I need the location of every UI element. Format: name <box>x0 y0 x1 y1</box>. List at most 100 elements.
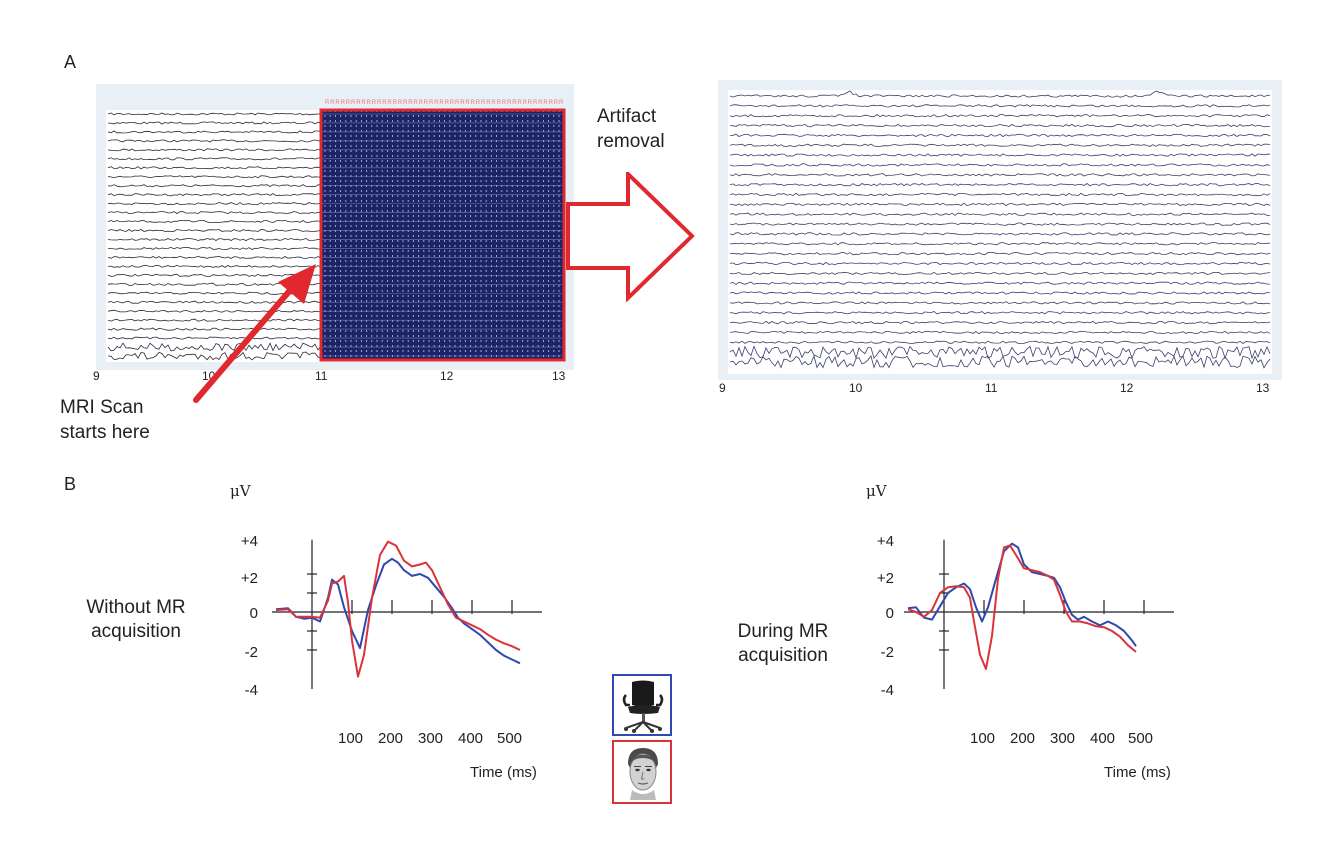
eeg-raw-tick-11: 11 <box>315 369 328 383</box>
eeg-clean-channel <box>729 251 1271 256</box>
eeg-raw-channel <box>107 300 321 304</box>
eeg-raw-channel <box>107 342 322 352</box>
scan-marker: R <box>486 100 491 106</box>
erp-left-xtick: 200 <box>378 730 404 747</box>
eeg-raw-channel <box>107 193 322 197</box>
eeg-clean-channel <box>729 232 1271 236</box>
eeg-raw-channel <box>107 336 322 340</box>
panel-b-letter: B <box>64 474 77 494</box>
erp-right-xlabel: Time (ms) <box>1104 764 1171 781</box>
scan-marker: R <box>351 100 356 106</box>
erp-right-xtick: 500 <box>1128 730 1154 747</box>
scan-marker: R <box>445 100 450 106</box>
erp-left-ytick: 0 <box>249 605 258 622</box>
eeg-raw-channel <box>107 255 322 259</box>
scan-marker: R <box>403 100 408 106</box>
scan-marker: R <box>325 100 330 106</box>
scan-marker: R <box>465 100 470 106</box>
scan-marker: R <box>455 100 460 106</box>
eeg-raw-channel <box>107 130 322 134</box>
scan-marker: R <box>346 100 351 106</box>
scan-marker: R <box>330 100 335 106</box>
eeg-clean-channel <box>729 114 1271 118</box>
scan-marker: R <box>523 100 528 106</box>
eeg-clean-channel <box>729 345 1271 360</box>
scan-marker: R <box>367 100 372 106</box>
erp-left-ytick: -4 <box>244 682 258 699</box>
legend-chair <box>612 674 672 736</box>
eeg-clean-channel <box>729 271 1271 275</box>
scan-marker: R <box>460 100 465 106</box>
scan-marker: R <box>424 100 429 106</box>
erp-left-ytick: +4 <box>240 533 258 550</box>
eeg-raw-channel <box>107 264 322 268</box>
eeg-raw-channel <box>107 148 322 152</box>
eeg-clean-channel <box>729 90 1271 98</box>
scan-marker: R <box>341 100 346 106</box>
artifact-removal-label: Artifact removal <box>597 106 665 152</box>
erp-right-ytick: +4 <box>876 533 894 550</box>
eeg-clean-channel <box>729 143 1271 147</box>
eeg-clean-tick-11: 11 <box>985 381 998 395</box>
erp-right-unit: μV <box>866 482 887 500</box>
eeg-raw-tick-13: 13 <box>552 369 566 383</box>
scan-marker: R <box>538 100 543 106</box>
scan-marker: R <box>356 100 361 106</box>
eeg-clean-channel <box>729 281 1270 285</box>
panel-a-letter: A <box>64 52 77 72</box>
eeg-clean-channel <box>729 212 1271 216</box>
eeg-raw-channel <box>107 246 322 250</box>
eeg-raw-tick-9: 9 <box>93 369 100 383</box>
erp-right-xtick: 300 <box>1050 730 1076 747</box>
scan-marker: R <box>429 100 434 106</box>
erp-right-ytick: -4 <box>880 682 894 699</box>
erp-right-xtick: 100 <box>970 730 996 747</box>
scan-marker: R <box>554 100 559 106</box>
eeg-clean-tick-9: 9 <box>719 381 726 395</box>
erp-left-ytick: -2 <box>244 644 258 661</box>
erp-right-xtick: 200 <box>1010 730 1036 747</box>
eeg-raw-channel <box>107 273 322 277</box>
eeg-raw-tick-12: 12 <box>440 369 454 383</box>
scan-marker: R <box>413 100 418 106</box>
scan-marker: R <box>543 100 548 106</box>
eeg-raw-channel <box>107 121 322 125</box>
eeg-clean-channel <box>729 354 1271 369</box>
eeg-cleaned-recording <box>718 80 1282 380</box>
scan-marker: R <box>419 100 424 106</box>
face-icon <box>628 748 658 800</box>
eeg-clean-tick-10: 10 <box>849 381 863 395</box>
eeg-clean-channel <box>729 242 1271 246</box>
erp-left-ytick: +2 <box>240 570 258 587</box>
scan-marker: R <box>517 100 522 106</box>
eeg-raw-channel <box>107 237 322 241</box>
eeg-clean-channel <box>729 183 1271 187</box>
erp-right-ytick: 0 <box>885 605 894 622</box>
eeg-clean-channel <box>729 202 1271 207</box>
eeg-raw-channel <box>107 351 322 361</box>
right-arrow-icon <box>566 172 695 302</box>
scan-marker: R <box>439 100 444 106</box>
scan-marker: R <box>497 100 502 106</box>
scan-marker: R <box>507 100 512 106</box>
eeg-clean-channel <box>729 153 1270 157</box>
erp-left-xlabel: Time (ms) <box>470 764 537 781</box>
erp-left-xtick: 300 <box>418 730 444 747</box>
erp-right-plot <box>904 539 1174 689</box>
eeg-clean-channel <box>729 261 1271 266</box>
scan-marker: R <box>476 100 481 106</box>
erp-series-line <box>907 542 1137 647</box>
erp-left-plot <box>272 539 542 689</box>
erp-left-xtick: 400 <box>458 730 484 747</box>
scan-marker: R <box>533 100 538 106</box>
scan-marker: R <box>408 100 413 106</box>
eeg-clean-channel <box>729 291 1271 295</box>
eeg-raw-channel <box>107 318 322 322</box>
scan-marker: R <box>512 100 517 106</box>
scan-marker: R <box>559 100 564 106</box>
scan-marker: R <box>528 100 533 106</box>
erp-series-line <box>907 544 1137 670</box>
erp-right-xtick: 400 <box>1090 730 1116 747</box>
eeg-raw-channel <box>107 327 322 331</box>
eeg-clean-channel <box>729 311 1271 315</box>
